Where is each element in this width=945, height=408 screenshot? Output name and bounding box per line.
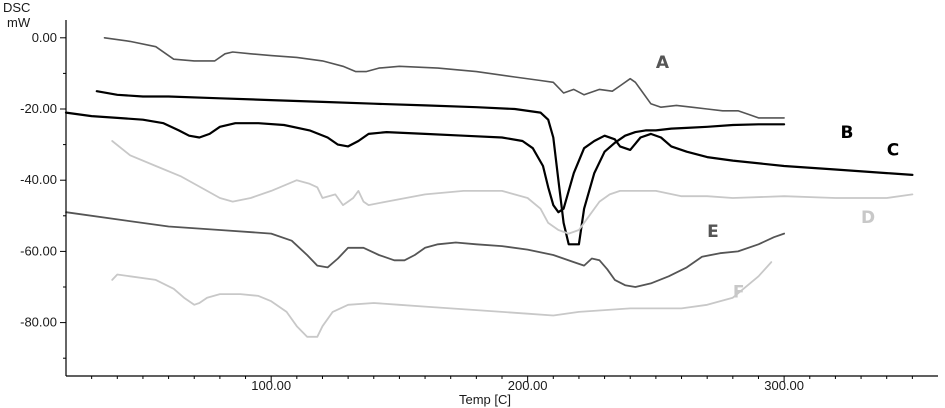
series-label-d: D (861, 208, 875, 228)
y-tick-label: 0.00 (32, 30, 57, 45)
x-axis-title: Temp [C] (459, 392, 511, 407)
series-label-b: B (841, 123, 854, 143)
x-tick-label: 200.00 (508, 378, 548, 393)
series-line-d (111, 140, 914, 235)
y-axis-title-line2: mW (7, 15, 31, 30)
y-tick-label: -80.00 (20, 315, 57, 330)
series-line-c (64, 111, 914, 214)
y-tick-label: -20.00 (20, 101, 57, 116)
x-tick-label: 300.00 (764, 378, 804, 393)
series-line-b (95, 90, 786, 246)
x-tick-label: 100.00 (251, 378, 291, 393)
y-axis-title-line1: DSC (3, 0, 30, 15)
series-line-a (103, 36, 785, 119)
axes-layer: 0.00 -20.00 -40.00 -60.00 -80.00 100.00 200.00… (20, 20, 938, 393)
series-line-f (111, 261, 773, 338)
series-label-a: A (656, 53, 670, 73)
series-label-f: F (733, 283, 745, 303)
series-label-c: C (887, 140, 899, 160)
series-layer: A B C D E F (64, 36, 914, 338)
y-tick-label: -60.00 (20, 243, 57, 258)
series-label-e: E (707, 222, 719, 242)
series-line-e (65, 211, 785, 288)
y-tick-label: -40.00 (20, 172, 57, 187)
